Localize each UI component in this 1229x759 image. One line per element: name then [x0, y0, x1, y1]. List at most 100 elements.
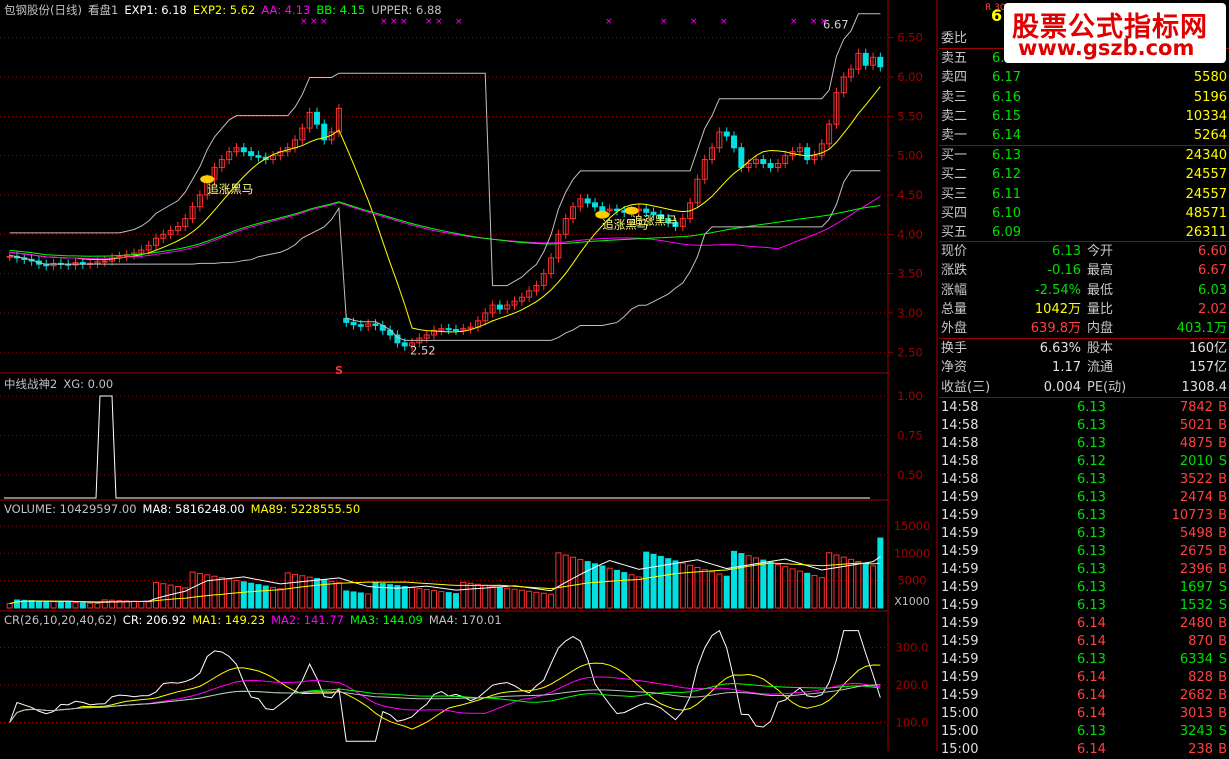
ask-row[interactable]: 卖四 6.17 5580	[939, 68, 1229, 87]
candle-body	[438, 328, 445, 331]
tick-volume: 2675	[1179, 544, 1213, 559]
tick-price: 6.13	[1077, 724, 1106, 739]
divider	[939, 397, 1229, 398]
fundamental-value: 0.004	[1043, 379, 1081, 395]
candle-body	[526, 290, 533, 298]
volume-ma8: MA8: 5816248.00	[142, 502, 245, 516]
tick-side: S	[1218, 598, 1227, 613]
bid-row[interactable]: 买一 6.13 24340	[939, 146, 1229, 165]
candle-body	[504, 304, 511, 310]
candle-body	[189, 206, 196, 220]
indicator2-title: 中线战神2	[4, 377, 58, 391]
tick-row[interactable]: 14:58 6.13 5021 B	[939, 417, 1229, 435]
stat-row: 涨幅 -2.54% 最低 6.03	[939, 281, 1229, 300]
fundamental-label: PE(动)	[1087, 379, 1127, 395]
tick-row[interactable]: 14:59 6.14 870 B	[939, 633, 1229, 651]
tick-row[interactable]: 14:58 6.12 2010 S	[939, 453, 1229, 471]
candle-body	[313, 111, 320, 125]
tick-side: B	[1218, 544, 1227, 559]
fundamental-label: 股本	[1087, 341, 1114, 356]
tick-side: B	[1218, 400, 1227, 415]
tick-row[interactable]: 15:00 6.14 3013 B	[939, 705, 1229, 723]
tick-volume: 1532	[1179, 598, 1213, 613]
ask-row-volume: 10334	[1185, 108, 1227, 124]
fundamental-row: 换手 6.63% 股本 160亿	[939, 339, 1229, 358]
candle-body	[862, 52, 869, 66]
volume-bar	[313, 578, 320, 609]
cr-value: CR: 206.92	[122, 613, 187, 627]
cross-marker: ×	[425, 17, 433, 27]
ask-row[interactable]: 卖二 6.15 10334	[939, 107, 1229, 126]
ask-row-volume: 5264	[1193, 128, 1227, 144]
tick-row[interactable]: 15:00 6.13 3243 S	[939, 723, 1229, 741]
tick-row[interactable]: 15:00 6.14 238 B	[939, 741, 1229, 759]
volume-bar	[760, 559, 767, 609]
bid-row[interactable]: 买二 6.12 24557	[939, 165, 1229, 184]
tick-time: 14:59	[941, 616, 979, 631]
candle-body	[145, 244, 152, 251]
kline-chart-area[interactable]: 6.50 6.00 5.50 5.00 4.50 4.00 3.50 3.00 2.50 追涨黑马…	[0, 0, 939, 751]
tick-volume: 7842	[1179, 400, 1213, 415]
candle-body	[306, 111, 313, 129]
candle-body	[299, 127, 306, 141]
volume-bar	[474, 583, 481, 609]
ask-row-label: 卖五	[941, 51, 968, 66]
volume-bar	[72, 602, 79, 609]
tick-price: 6.13	[1077, 562, 1106, 577]
candle-body	[555, 233, 562, 259]
volume-bar	[28, 600, 35, 609]
cr-ma4-line	[9, 684, 881, 723]
tick-row[interactable]: 14:58 6.13 7842 B	[939, 399, 1229, 417]
tick-row[interactable]: 14:58 6.13 3522 B	[939, 471, 1229, 489]
volume-bar	[343, 590, 350, 609]
tick-volume: 2682	[1179, 688, 1213, 703]
tick-volume: 2396	[1179, 562, 1213, 577]
volume-bar	[204, 574, 211, 609]
signal-label: 追涨黑马	[602, 218, 648, 232]
bid-row[interactable]: 买五 6.09 26311	[939, 223, 1229, 242]
fundamental-value: 1.17	[1052, 360, 1081, 376]
volume-bar	[79, 602, 86, 609]
ask-row[interactable]: 卖一 6.14 5264	[939, 126, 1229, 145]
cross-marker: ×	[300, 17, 308, 27]
volume-bar	[745, 555, 752, 609]
tick-row[interactable]: 14:59 6.13 1532 S	[939, 597, 1229, 615]
tick-volume: 4875	[1179, 436, 1213, 451]
tick-row[interactable]: 14:59 6.13 1697 S	[939, 579, 1229, 597]
ask-row[interactable]: 卖三 6.16 5196	[939, 88, 1229, 107]
mode-label: 看盘1	[87, 3, 119, 17]
stat-label: 今开	[1087, 244, 1114, 259]
tick-row[interactable]: 14:59 6.13 2474 B	[939, 489, 1229, 507]
tick-row[interactable]: 14:59 6.13 10773 B	[939, 507, 1229, 525]
tick-row[interactable]: 14:59 6.13 5498 B	[939, 525, 1229, 543]
candle-body	[496, 304, 503, 310]
quote-panel: R 300 6 委比 卖五6.187757卖四6.175580卖三6.16519…	[939, 0, 1229, 757]
cross-marker: ×	[605, 17, 613, 27]
volume-bar	[489, 585, 496, 609]
tick-row[interactable]: 14:59 6.14 828 B	[939, 669, 1229, 687]
bid-row[interactable]: 买三 6.11 24557	[939, 185, 1229, 204]
tick-row[interactable]: 14:59 6.14 2682 B	[939, 687, 1229, 705]
bid-row[interactable]: 买四 6.10 48571	[939, 204, 1229, 223]
tick-row[interactable]: 14:59 6.13 6334 S	[939, 651, 1229, 669]
volume-bar	[650, 553, 657, 609]
bid-row-volume: 24557	[1185, 186, 1227, 202]
tick-row[interactable]: 14:59 6.13 2675 B	[939, 543, 1229, 561]
cr-tick-label: 300.0	[896, 641, 929, 655]
ask-row-label: 卖三	[941, 89, 968, 105]
cr-ma2: MA2: 141.77	[271, 613, 344, 627]
volume-bar	[452, 593, 459, 609]
tick-time: 14:59	[941, 670, 979, 685]
tick-side: B	[1218, 562, 1227, 577]
tick-row[interactable]: 14:58 6.13 4875 B	[939, 435, 1229, 453]
tick-row[interactable]: 14:59 6.13 2396 B	[939, 561, 1229, 579]
stat-label: 现价	[941, 244, 968, 259]
volume-bar	[438, 591, 445, 609]
tick-side: B	[1218, 526, 1227, 541]
volume-bar	[511, 588, 518, 609]
tick-price: 6.13	[1077, 598, 1106, 613]
tick-row[interactable]: 14:59 6.14 2480 B	[939, 615, 1229, 633]
volume-bar	[167, 584, 174, 609]
volume-bar	[496, 586, 503, 609]
volume-bar	[657, 555, 664, 609]
